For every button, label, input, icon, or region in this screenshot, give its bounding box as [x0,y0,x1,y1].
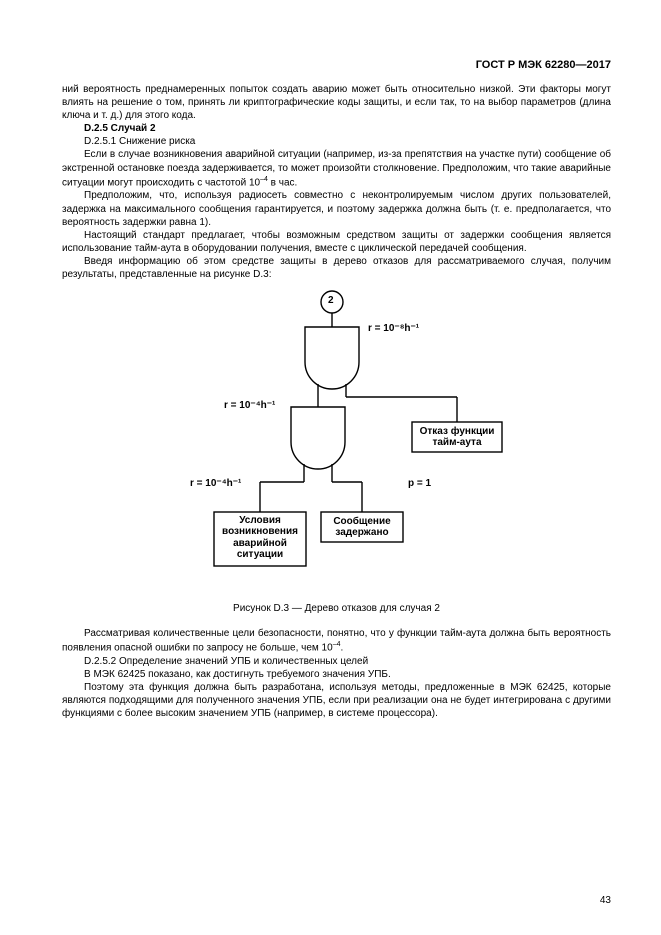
paragraph-3: Предположим, что, используя радиосеть со… [62,189,611,229]
paragraph-5: Введя информацию об этом средстве защиты… [62,255,611,281]
heading-d25: D.2.5 Случай 2 [62,122,611,135]
paragraph-cont: ний вероятность преднамеренных попыток с… [62,83,611,123]
r-top-label: r = 10⁻⁸h⁻¹ [368,323,419,335]
paragraph-7: В МЭК 62425 показано, как достигнуть тре… [62,668,611,681]
p-label: p = 1 [408,478,431,490]
para6-text-b: . [340,642,343,653]
node-timeout: Отказ функции тайм-аута [414,426,500,449]
para2-text-b: в час. [268,177,297,188]
paragraph-6: Рассматривая количественные цели безопас… [62,627,611,655]
heading-d252: D.2.5.2 Определение значений УПБ и колич… [62,655,611,668]
fault-tree-figure: 2 r = 10⁻⁸h⁻¹ r = 10⁻⁴h⁻¹ r = 10⁻⁴h⁻¹ p … [62,284,611,594]
paragraph-2: Если в случае возникновения аварийной си… [62,148,611,189]
exp-m4-a: –4 [260,176,268,183]
figure-caption: Рисунок D.3 — Дерево отказов для случая … [62,602,611,615]
doc-header: ГОСТ Р МЭК 62280—2017 [62,58,611,73]
heading-d251: D.2.5.1 Снижение риска [62,135,611,148]
top-circle-label: 2 [328,295,334,307]
r-mid-label: r = 10⁻⁴h⁻¹ [224,400,275,412]
page-number: 43 [600,894,611,907]
node-delayed: Сообщение задержано [323,516,401,539]
paragraph-4: Настоящий стандарт предлагает, чтобы воз… [62,229,611,255]
para2-text-a: Если в случае возникновения аварийной си… [62,149,611,188]
node-emergency: Условия возникновения аварийной ситуации [216,515,304,561]
paragraph-8: Поэтому эта функция должна быть разработ… [62,681,611,721]
fault-tree-svg [62,284,611,594]
r-bot-label: r = 10⁻⁴h⁻¹ [190,478,241,490]
